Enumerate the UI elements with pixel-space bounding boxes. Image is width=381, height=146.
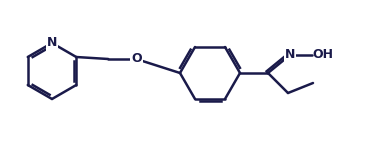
Text: O: O bbox=[131, 53, 142, 66]
Text: N: N bbox=[285, 48, 295, 61]
Text: OH: OH bbox=[312, 48, 333, 61]
Text: N: N bbox=[47, 36, 57, 49]
